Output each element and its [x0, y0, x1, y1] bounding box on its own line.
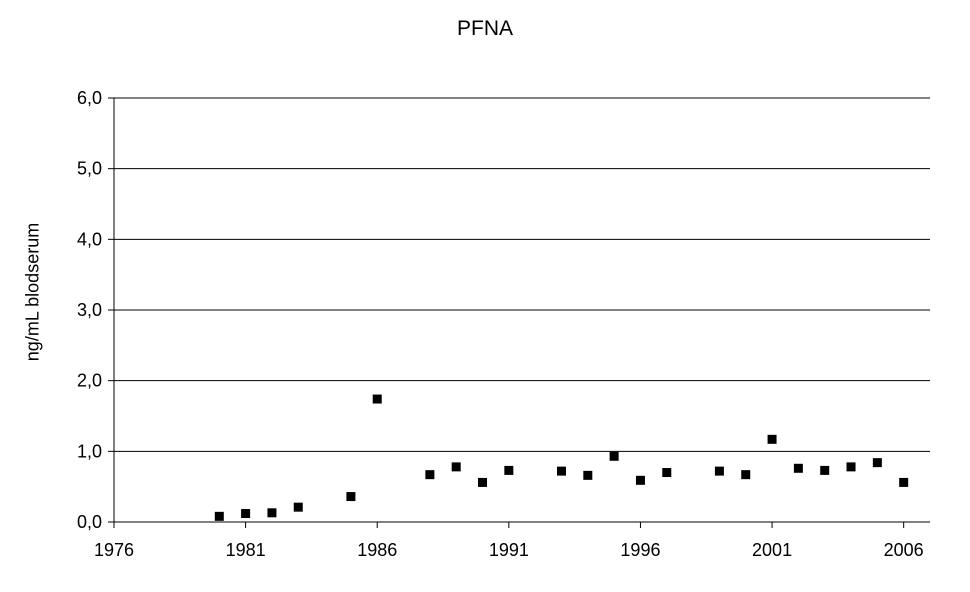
y-tick-label-3: 3,0	[77, 300, 102, 320]
data-point	[346, 492, 356, 502]
data-point	[451, 462, 461, 472]
y-tick-label-0: 0,0	[77, 512, 102, 532]
data-point	[241, 509, 251, 519]
data-point	[846, 462, 856, 472]
data-point	[820, 465, 830, 475]
data-point	[714, 466, 724, 476]
data-point	[609, 451, 619, 461]
x-tick-label-1: 1981	[226, 540, 266, 560]
data-point	[583, 470, 593, 480]
data-point	[872, 458, 882, 468]
y-tick-label-6: 6,0	[77, 88, 102, 108]
y-tick-label-5: 5,0	[77, 159, 102, 179]
x-tick-label-4: 1996	[620, 540, 660, 560]
x-tick-label-2: 1986	[357, 540, 397, 560]
x-ticks: 1976 1981 1986 1991 1996 2001 2006	[94, 522, 924, 560]
gridlines	[114, 97, 930, 452]
data-point	[556, 466, 566, 476]
data-point	[767, 434, 777, 444]
x-tick-label-0: 1976	[94, 540, 134, 560]
data-point	[214, 511, 224, 521]
y-ticks: 0,0 1,0 2,0 3,0 4,0 5,0 6,0	[77, 88, 114, 532]
data-point	[662, 468, 672, 478]
data-point	[267, 508, 277, 518]
x-tick-label-5: 2001	[752, 540, 792, 560]
data-point	[478, 477, 488, 487]
data-points	[214, 394, 909, 521]
data-point	[293, 502, 303, 512]
data-point	[899, 477, 909, 487]
data-point	[425, 470, 435, 480]
data-point	[741, 470, 751, 480]
x-tick-label-3: 1991	[489, 540, 529, 560]
x-tick-label-6: 2006	[884, 540, 924, 560]
data-point	[793, 463, 803, 473]
y-tick-label-1: 1,0	[77, 441, 102, 461]
y-tick-label-4: 4,0	[77, 229, 102, 249]
data-point	[635, 475, 645, 485]
data-point	[504, 465, 514, 475]
chart-title: PFNA	[456, 17, 513, 40]
y-tick-label-2: 2,0	[77, 371, 102, 391]
data-point	[372, 394, 382, 404]
